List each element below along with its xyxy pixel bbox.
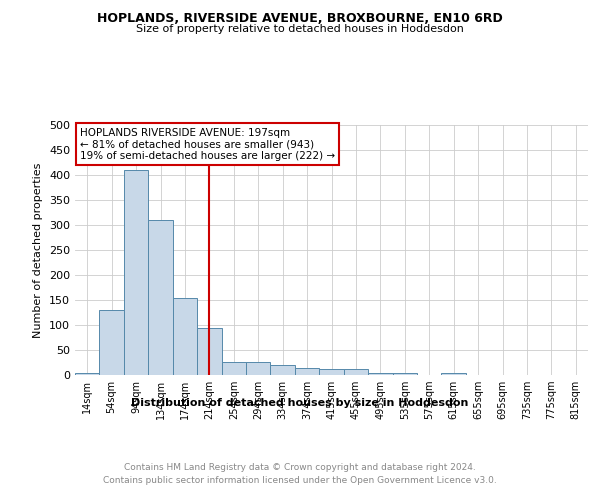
Bar <box>197 328 221 375</box>
Bar <box>75 372 100 375</box>
Bar <box>295 368 319 375</box>
Bar <box>368 372 392 375</box>
Bar <box>319 369 344 375</box>
Bar <box>392 372 417 375</box>
Bar <box>344 369 368 375</box>
Bar <box>100 310 124 375</box>
Text: Size of property relative to detached houses in Hoddesdon: Size of property relative to detached ho… <box>136 24 464 34</box>
Bar <box>271 365 295 375</box>
Bar <box>148 220 173 375</box>
Y-axis label: Number of detached properties: Number of detached properties <box>34 162 43 338</box>
Text: Contains HM Land Registry data © Crown copyright and database right 2024.: Contains HM Land Registry data © Crown c… <box>124 462 476 471</box>
Text: HOPLANDS RIVERSIDE AVENUE: 197sqm
← 81% of detached houses are smaller (943)
19%: HOPLANDS RIVERSIDE AVENUE: 197sqm ← 81% … <box>80 128 335 160</box>
Bar <box>173 298 197 375</box>
Bar <box>246 362 271 375</box>
Text: Contains public sector information licensed under the Open Government Licence v3: Contains public sector information licen… <box>103 476 497 485</box>
Bar <box>124 170 148 375</box>
Bar <box>221 362 246 375</box>
Bar <box>442 373 466 375</box>
Text: Distribution of detached houses by size in Hoddesdon: Distribution of detached houses by size … <box>131 398 469 407</box>
Bar <box>515 374 539 375</box>
Text: HOPLANDS, RIVERSIDE AVENUE, BROXBOURNE, EN10 6RD: HOPLANDS, RIVERSIDE AVENUE, BROXBOURNE, … <box>97 12 503 26</box>
